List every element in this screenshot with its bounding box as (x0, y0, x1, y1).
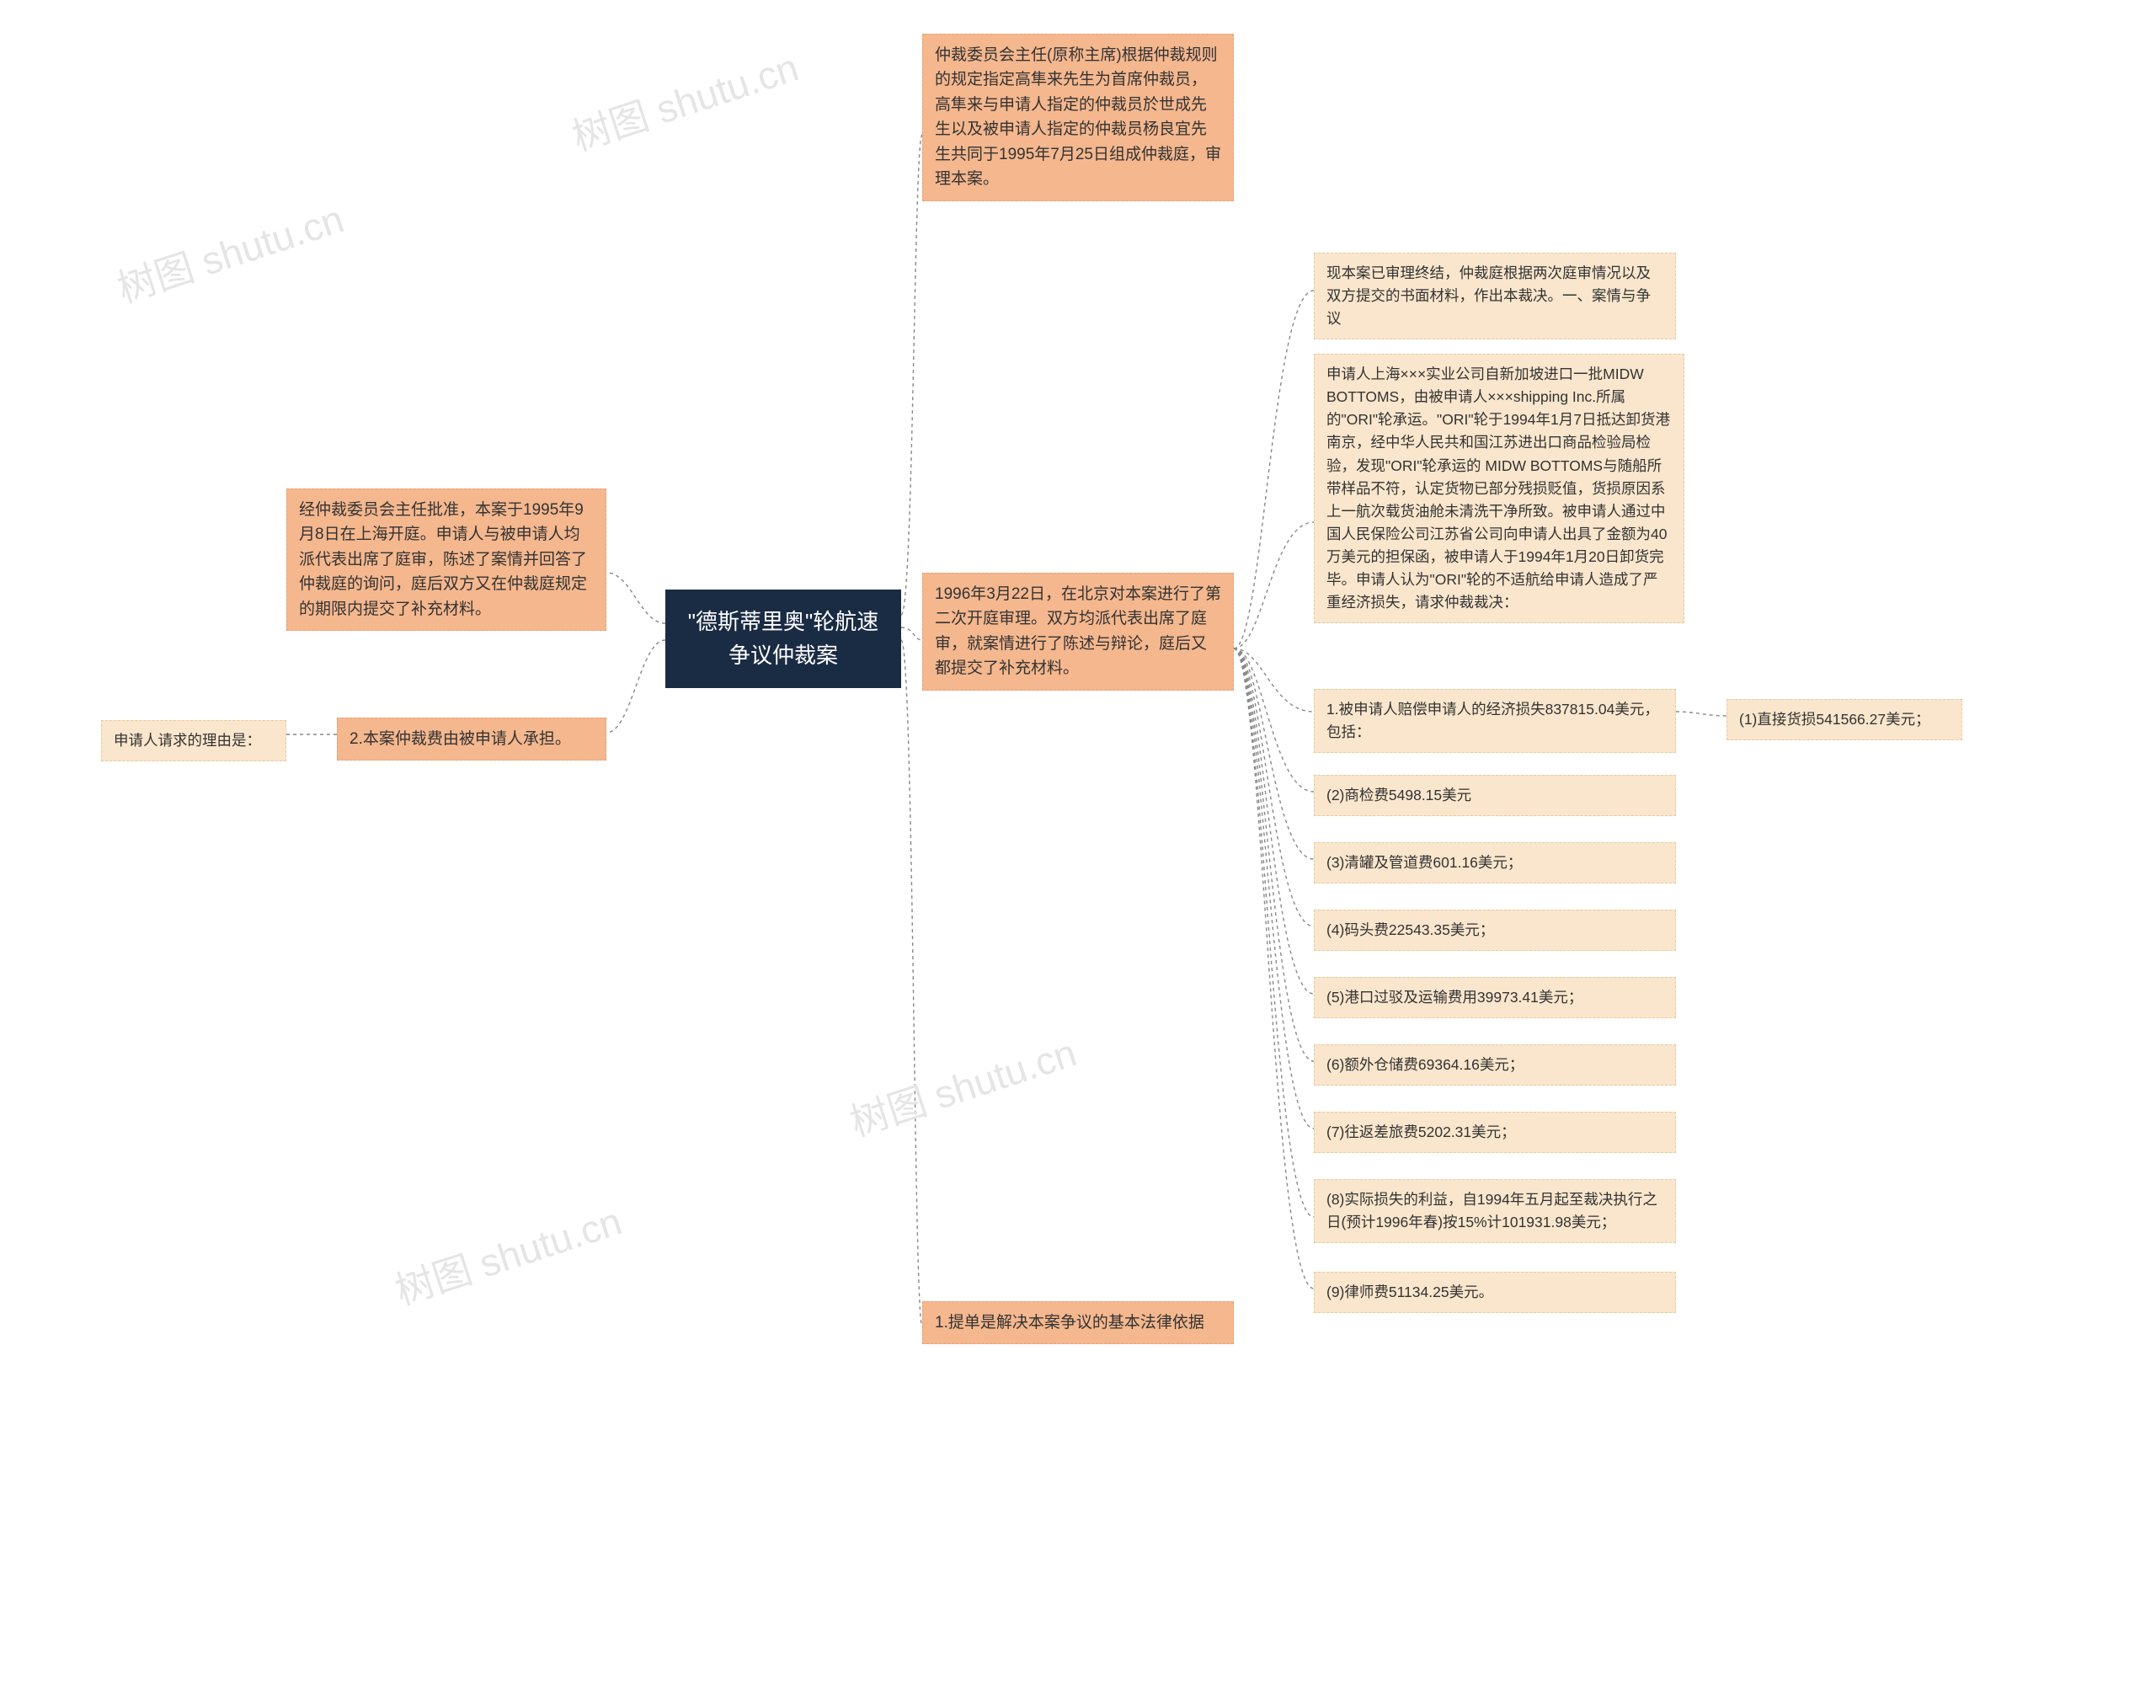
watermark: 树图 shutu.cn (387, 1191, 627, 1316)
right-node-3[interactable]: 1.提单是解决本案争议的基本法律依据 (922, 1301, 1234, 1344)
r2-child-7[interactable]: (5)港口过驳及运输费用39973.41美元； (1314, 977, 1676, 1018)
connector-layer (0, 0, 2156, 1708)
left-node-1[interactable]: 经仲裁委员会主任批准，本案于1995年9月8日在上海开庭。申请人与被申请人均派代… (286, 488, 606, 631)
r2-child-5[interactable]: (3)清罐及管道费601.16美元； (1314, 842, 1676, 883)
r2-child-8[interactable]: (6)额外仓储费69364.16美元； (1314, 1044, 1676, 1086)
watermark: 树图 shutu.cn (564, 37, 804, 163)
watermark: 树图 shutu.cn (842, 1022, 1082, 1148)
right-node-1[interactable]: 仲裁委员会主任(原称主席)根据仲裁规则的规定指定高隼来先生为首席仲裁员，高隼来与… (922, 34, 1234, 201)
left-node-2-child[interactable]: 申请人请求的理由是： (101, 720, 286, 761)
right-node-2[interactable]: 1996年3月22日，在北京对本案进行了第二次开庭审理。双方均派代表出席了庭审，… (922, 573, 1234, 691)
root-node[interactable]: "德斯蒂里奥"轮航速争议仲裁案 (665, 590, 901, 688)
r2-child-10[interactable]: (8)实际损失的利益，自1994年五月起至裁决执行之日(预计1996年春)按15… (1314, 1179, 1676, 1243)
r2-child-3[interactable]: 1.被申请人赔偿申请人的经济损失837815.04美元，包括： (1314, 689, 1676, 753)
r2-child-3-sub[interactable]: (1)直接货损541566.27美元； (1726, 699, 1962, 740)
watermark: 树图 shutu.cn (109, 189, 350, 314)
r2-child-11[interactable]: (9)律师费51134.25美元。 (1314, 1272, 1676, 1313)
r2-child-1[interactable]: 现本案已审理终结，仲裁庭根据两次庭审情况以及双方提交的书面材料，作出本裁决。一、… (1314, 253, 1676, 339)
r2-child-6[interactable]: (4)码头费22543.35美元； (1314, 910, 1676, 951)
r2-child-2[interactable]: 申请人上海×××实业公司自新加坡进口一批MIDW BOTTOMS，由被申请人××… (1314, 354, 1684, 623)
left-node-2[interactable]: 2.本案仲裁费由被申请人承担。 (337, 718, 606, 761)
r2-child-9[interactable]: (7)往返差旅费5202.31美元； (1314, 1112, 1676, 1153)
r2-child-4[interactable]: (2)商检费5498.15美元 (1314, 775, 1676, 816)
